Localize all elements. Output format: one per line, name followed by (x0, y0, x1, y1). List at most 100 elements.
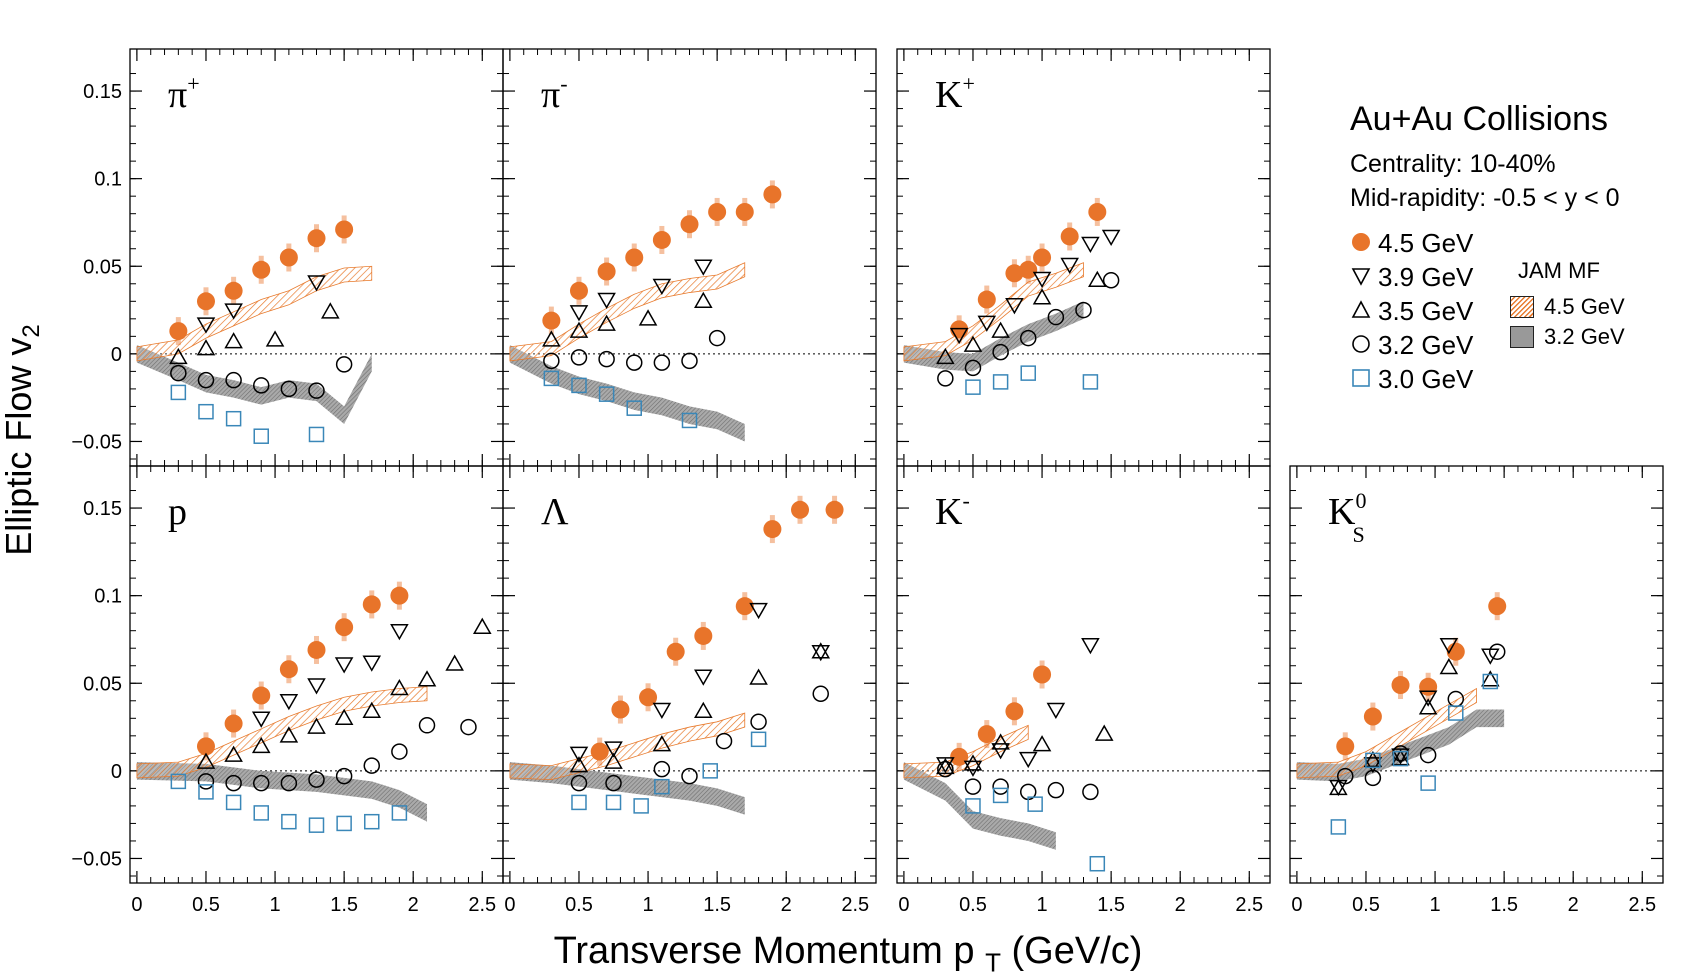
point-4p5 (666, 642, 685, 661)
point-3p5 (445, 654, 464, 671)
point-3p0 (571, 794, 587, 811)
point-3p2 (1047, 781, 1065, 799)
point-4p5 (224, 281, 243, 300)
point-3p2 (1364, 769, 1382, 787)
point-3p9 (991, 743, 1010, 760)
point-4p5 (252, 260, 271, 279)
y-tick-label: −0.05 (71, 848, 122, 870)
y-tick-label: 0.15 (83, 81, 122, 103)
point-3p2 (992, 778, 1009, 795)
point-3p5 (1418, 698, 1438, 715)
point-3p0 (1020, 365, 1036, 381)
x-tick-label: 0.5 (192, 894, 220, 916)
panels-layer: 0.15 0.1 0.05 0 −0.05 π+ π- K+ 0.15 0.1 0.05 0 −0.05… (71, 48, 1664, 916)
point-3p2 (308, 382, 325, 399)
point-3p0 (1089, 855, 1106, 872)
panel-4: 0 0.5 1 1.5 2 2.5 Λ (502, 465, 877, 916)
x-axis-title-sub: T (985, 947, 1001, 978)
panel-2: K+ (896, 48, 1271, 467)
point-3p5 (1329, 778, 1348, 796)
x-axis-title-unit: (GeV/c) (1011, 930, 1143, 972)
gray-fill-swatch-icon (1510, 326, 1534, 348)
point-3p0 (225, 794, 242, 811)
point-3p0 (281, 813, 297, 830)
point-3p5 (417, 670, 437, 687)
point-4p5 (542, 311, 561, 330)
point-3p0 (364, 813, 380, 830)
x-tick-label: 2 (1568, 894, 1579, 916)
legend-entry-label: 4.5 GeV (1378, 228, 1474, 258)
point-4p5 (569, 281, 588, 300)
x-tick-label: 1.5 (1097, 894, 1125, 916)
panel-label: K0 S (1328, 488, 1366, 547)
point-3p5 (251, 736, 271, 754)
point-3p5 (1439, 657, 1459, 675)
point-3p0 (633, 798, 649, 814)
x-tick-label: 2 (408, 894, 419, 916)
point-4p5 (1019, 260, 1038, 279)
legend-entry-label: 3.2 GeV (1378, 330, 1474, 360)
point-3p5 (936, 757, 955, 775)
point-3p2 (252, 774, 270, 792)
point-3p5 (265, 330, 285, 347)
point-3p0 (1330, 819, 1347, 835)
legend-entry-label: 3.9 GeV (1378, 262, 1474, 292)
point-3p0 (543, 370, 560, 387)
jam-3p2-band (903, 762, 1056, 850)
point-4p5 (362, 595, 381, 614)
point-3p5 (224, 745, 243, 762)
point-4p5 (307, 640, 326, 659)
point-3p0 (170, 384, 187, 401)
point-3p9 (1101, 229, 1121, 246)
jam-4p5-band (1296, 687, 1477, 779)
legend-jam-label: 3.2 GeV (1544, 324, 1625, 349)
point-4p5 (735, 202, 754, 221)
legend-jam-title: JAM MF (1518, 258, 1600, 283)
y-tick-label: 0.05 (83, 256, 122, 278)
point-3p9 (1046, 702, 1066, 720)
point-3p2 (937, 370, 954, 387)
x-tick-label: 1.5 (1490, 894, 1518, 916)
point-3p5 (604, 752, 623, 769)
point-3p2 (1082, 783, 1099, 801)
open-circle-marker-icon (1352, 335, 1370, 353)
point-4p5 (950, 747, 969, 766)
y-tick-label: 0.15 (83, 498, 122, 520)
up-triangle-marker-icon (1351, 300, 1371, 318)
point-3p0 (308, 426, 325, 443)
point-3p9 (652, 702, 672, 720)
panel-label-sup: - (962, 488, 969, 513)
point-3p5 (390, 679, 409, 696)
point-4p5 (335, 618, 354, 637)
point-3p9 (949, 327, 969, 345)
point-4p5 (196, 737, 215, 756)
point-4p5 (639, 688, 658, 707)
point-3p2 (750, 713, 767, 731)
legend-centrality: Centrality: 10-40% (1350, 150, 1556, 178)
point-4p5 (279, 660, 298, 679)
point-3p5 (307, 717, 326, 734)
y-tick-label: 0 (111, 761, 122, 783)
point-3p2 (391, 743, 408, 760)
point-3p9 (652, 278, 672, 296)
panel-3: 0.15 0.1 0.05 0 −0.05 0 0.5 1 1.5 2 2.5 p (71, 465, 504, 916)
panel-label: K+ (935, 71, 975, 116)
point-3p5 (362, 701, 382, 719)
point-3p0 (626, 400, 642, 416)
point-3p0 (965, 798, 981, 814)
point-3p5 (694, 291, 713, 309)
point-3p2 (964, 359, 982, 377)
down-triangle-marker-icon (1351, 268, 1371, 286)
open-square-marker-icon (1352, 369, 1370, 387)
panel-label: p (168, 491, 187, 533)
point-3p2 (937, 760, 954, 778)
point-3p9 (390, 623, 409, 641)
point-3p0 (598, 386, 615, 402)
point-3p0 (1365, 752, 1381, 769)
point-3p2 (570, 349, 588, 366)
point-4p5 (224, 714, 243, 733)
panel-6: 0 0.5 1 1.5 2 2.5K0 S (1289, 465, 1664, 916)
point-3p2 (460, 718, 477, 736)
point-3p2 (363, 757, 381, 774)
point-3p9 (749, 602, 768, 620)
